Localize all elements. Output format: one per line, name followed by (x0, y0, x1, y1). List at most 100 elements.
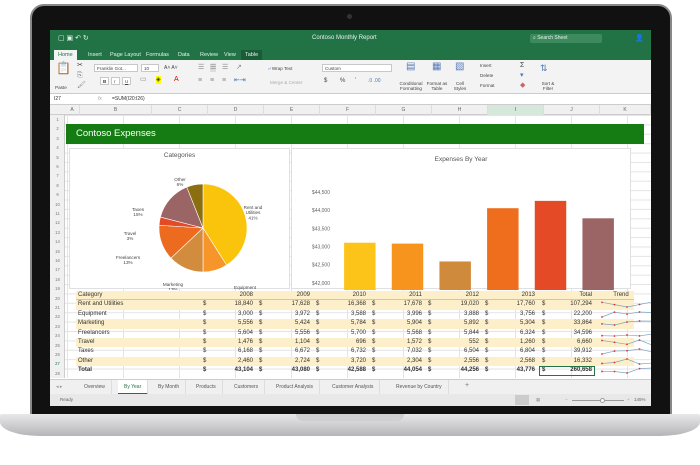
value-cell[interactable]: 6,324 (519, 329, 535, 336)
fx-icon[interactable]: fx (98, 96, 102, 102)
search-sheet-input[interactable]: ⌕ Search Sheet (530, 34, 602, 43)
percent-button[interactable]: % (340, 78, 346, 84)
value-cell[interactable]: 43,776 (516, 367, 535, 374)
align-right-icon[interactable]: ≡ (222, 77, 227, 84)
value-cell[interactable]: 1,260 (519, 339, 535, 345)
font-size-select[interactable]: 10 (141, 64, 159, 72)
sort-filter-icon[interactable]: ⇅ (540, 63, 548, 73)
category-cell[interactable]: Travel (78, 339, 95, 345)
bar-2013[interactable] (582, 218, 614, 290)
tab-data[interactable]: Data (178, 52, 190, 58)
column-header-e[interactable]: E (264, 105, 320, 115)
number-format-select[interactable]: Custom (322, 64, 392, 72)
sheet-tab-by-year[interactable]: By Year (118, 380, 149, 395)
sheet-tab-revenue-by-country[interactable]: Revenue by Country (390, 380, 449, 395)
tab-table[interactable]: Table (241, 50, 263, 60)
row-header[interactable]: 12 (55, 220, 60, 226)
bar-2010[interactable] (439, 261, 471, 290)
sheet-tab-overview[interactable]: Overview (78, 380, 112, 395)
add-sheet-button[interactable]: + (465, 382, 470, 389)
value-cell[interactable]: 3,588 (350, 310, 366, 317)
total-cell[interactable]: 260,658 (570, 367, 592, 374)
value-cell[interactable]: 5,784 (350, 320, 366, 327)
value-cell[interactable]: 6,672 (294, 348, 310, 355)
total-cell[interactable]: 16,332 (573, 357, 592, 364)
row-header[interactable]: 11 (55, 211, 60, 216)
align-top-icon[interactable]: ☰ (198, 64, 205, 71)
row-header[interactable]: 15 (55, 248, 60, 254)
category-cell[interactable]: Freelancers (78, 329, 110, 336)
merge-center-button[interactable]: Merge & Center (270, 80, 303, 85)
format-painter-icon[interactable]: 🖌 (77, 82, 86, 89)
column-header-k[interactable]: K (600, 105, 651, 115)
format-as-table-button[interactable]: Format as Table (426, 81, 448, 91)
cell-styles-button[interactable]: Cell Styles (453, 81, 467, 91)
row-header[interactable]: 5 (56, 154, 59, 160)
total-cell[interactable]: 39,912 (573, 348, 592, 355)
sort-filter-button[interactable]: Sort & Filter (541, 81, 555, 91)
value-cell[interactable]: 5,424 (294, 320, 310, 327)
decimal-icons[interactable]: .0 .00 (368, 78, 381, 84)
row-header[interactable]: 7 (56, 173, 59, 179)
row-header[interactable]: 13 (55, 229, 60, 235)
sheet-nav-arrows[interactable]: ◂ ▸ (56, 384, 63, 390)
sheet-tab-product-analysis[interactable]: Product Analysis (270, 380, 320, 395)
row-header[interactable]: 22 (55, 314, 60, 320)
value-cell[interactable]: 17,628 (291, 301, 310, 308)
tab-view[interactable]: View (224, 52, 236, 58)
conditional-formatting-button[interactable]: Conditional Formatting (399, 81, 423, 91)
column-header-j[interactable]: J (544, 105, 600, 115)
row-header[interactable]: 27 (55, 361, 60, 367)
tab-insert[interactable]: Insert (88, 52, 102, 58)
bar-2008[interactable] (344, 242, 376, 290)
value-cell[interactable]: 3,756 (519, 310, 535, 317)
font-color-icon[interactable]: A (174, 76, 179, 83)
value-cell[interactable]: 42,588 (347, 367, 366, 374)
category-cell[interactable]: Other (78, 357, 94, 364)
total-cell[interactable]: 34,596 (573, 329, 592, 336)
insert-cells-button[interactable]: Insert (480, 63, 492, 68)
value-cell[interactable]: 5,700 (350, 329, 366, 336)
bar-chart[interactable]: Expenses By Year $41,500$42,000$42,500$4… (291, 148, 631, 290)
row-header[interactable]: 4 (56, 145, 59, 151)
sheet-tab-customers[interactable]: Customers (228, 380, 266, 395)
row-header[interactable]: 9 (56, 192, 59, 198)
autosum-icon[interactable]: Σ (520, 62, 525, 69)
value-cell[interactable]: 5,556 (294, 329, 310, 336)
quick-access-icons[interactable]: ▢ ▣ ↶ ↻ (58, 35, 89, 42)
bar-2012[interactable] (534, 200, 567, 290)
conditional-formatting-icon[interactable]: ▤ (406, 61, 416, 72)
fill-icon[interactable]: ▾ (520, 72, 524, 79)
value-cell[interactable]: 1,104 (294, 339, 310, 345)
value-cell[interactable]: 17,760 (516, 301, 535, 308)
value-cell[interactable]: 17,678 (403, 301, 422, 308)
paste-icon[interactable]: 📋 (56, 61, 71, 75)
copy-icon[interactable]: ⎘ (77, 72, 83, 79)
value-cell[interactable]: 44,054 (403, 367, 422, 374)
column-header-c[interactable]: C (152, 105, 208, 115)
value-cell[interactable]: 696 (355, 339, 366, 345)
currency-button[interactable]: $ (324, 78, 328, 84)
value-cell[interactable]: 5,304 (519, 320, 535, 327)
row-header[interactable]: 17 (55, 267, 60, 273)
align-bottom-icon[interactable]: ☰ (222, 64, 229, 71)
borders-icon[interactable]: ▭ (140, 76, 147, 83)
value-cell[interactable]: 2,304 (406, 357, 422, 364)
value-cell[interactable]: 1,572 (406, 339, 422, 345)
value-cell[interactable]: 5,844 (463, 329, 479, 336)
tab-home[interactable]: Home (54, 50, 77, 60)
sheet-tab-by-month[interactable]: By Month (152, 380, 187, 395)
row-header[interactable]: 3 (56, 135, 59, 141)
row-header[interactable]: 1 (56, 117, 59, 122)
category-cell[interactable]: Equipment (78, 310, 107, 317)
row-header[interactable]: 8 (56, 182, 59, 188)
value-cell[interactable]: 6,168 (237, 348, 253, 355)
orientation-icon[interactable]: ↗ (236, 64, 242, 71)
column-header-b[interactable]: B (80, 105, 152, 115)
total-cell[interactable]: 22,200 (573, 310, 592, 317)
column-header-i[interactable]: I (488, 105, 544, 115)
italic-button[interactable]: I (111, 77, 120, 85)
align-center-icon[interactable]: ≡ (210, 77, 215, 84)
zoom-slider[interactable] (572, 398, 624, 403)
value-cell[interactable]: 2,568 (519, 357, 535, 364)
